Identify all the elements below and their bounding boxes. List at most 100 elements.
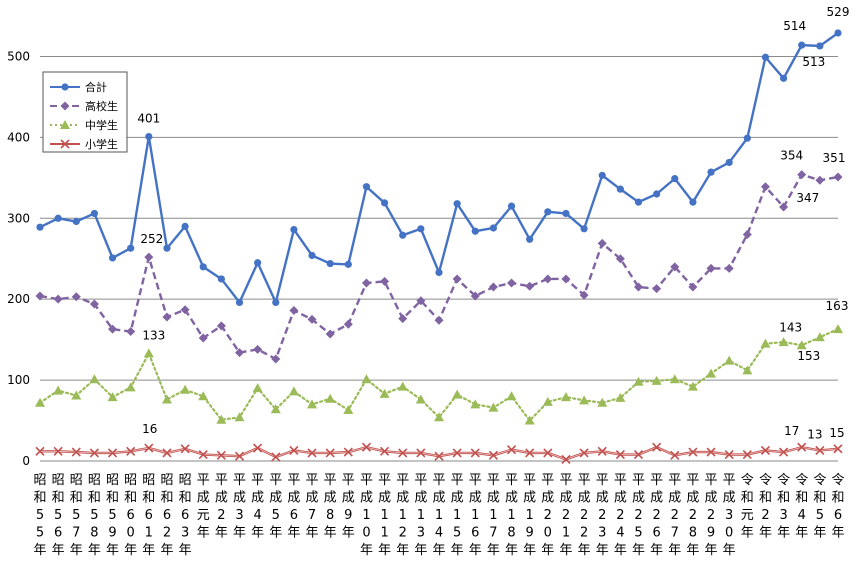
data-point bbox=[343, 319, 353, 329]
data-point bbox=[779, 447, 789, 457]
data-label: 133 bbox=[142, 328, 165, 342]
data-point bbox=[579, 290, 589, 300]
data-point bbox=[797, 442, 807, 452]
x-tick-label: 昭和 5 8 年 bbox=[88, 473, 101, 558]
data-point bbox=[35, 291, 45, 301]
data-point bbox=[724, 355, 735, 365]
data-point bbox=[416, 448, 426, 458]
data-point bbox=[760, 445, 771, 456]
data-point bbox=[633, 449, 644, 460]
data-point bbox=[706, 263, 716, 273]
data-point bbox=[60, 120, 70, 129]
data-point bbox=[180, 384, 191, 394]
data-point bbox=[308, 251, 316, 260]
legend-box bbox=[42, 71, 128, 153]
x-tick-label: 平成 6 年 bbox=[287, 473, 300, 541]
data-point bbox=[162, 312, 172, 322]
x-tick-label: 平成 1 8 年 bbox=[505, 473, 518, 558]
x-tick-label: 平成 2 0 年 bbox=[541, 473, 554, 558]
data-point bbox=[597, 397, 608, 407]
data-point bbox=[615, 392, 626, 402]
legend-label: 高校生 bbox=[85, 99, 118, 113]
data-point bbox=[815, 445, 825, 456]
data-point bbox=[488, 282, 498, 292]
data-point bbox=[470, 448, 480, 458]
x-tick-label: 令和 6 年 bbox=[831, 473, 844, 541]
data-point bbox=[272, 298, 280, 307]
data-point bbox=[234, 451, 245, 461]
data-point bbox=[615, 449, 625, 460]
data-point bbox=[488, 450, 498, 460]
y-tick-label: 200 bbox=[7, 292, 30, 306]
data-point bbox=[161, 394, 172, 404]
data-point bbox=[633, 376, 644, 386]
data-point bbox=[779, 74, 788, 82]
data-point bbox=[561, 274, 571, 284]
data-label: 15 bbox=[829, 426, 844, 440]
data-label: 354 bbox=[780, 149, 803, 163]
data-point bbox=[399, 231, 407, 239]
data-point bbox=[452, 274, 462, 284]
data-label: 351 bbox=[823, 151, 846, 165]
data-point bbox=[162, 448, 172, 458]
x-tick-label: 平成 2 4 年 bbox=[614, 473, 627, 558]
data-point bbox=[180, 305, 190, 315]
data-point bbox=[108, 254, 117, 262]
data-point bbox=[671, 175, 679, 183]
series-高校生 bbox=[35, 170, 843, 364]
data-point bbox=[651, 375, 662, 385]
data-point bbox=[562, 209, 570, 218]
x-tick-label: 平成 8 年 bbox=[324, 473, 337, 541]
data-point bbox=[417, 225, 425, 233]
data-point bbox=[506, 391, 517, 401]
data-point bbox=[561, 454, 571, 464]
data-point bbox=[254, 259, 262, 267]
data-point bbox=[54, 214, 62, 222]
data-point bbox=[90, 209, 99, 218]
series-小学生 bbox=[35, 442, 843, 464]
data-point bbox=[35, 446, 45, 456]
data-point bbox=[525, 448, 535, 458]
x-tick-label: 平成 2 年 bbox=[215, 473, 228, 541]
data-point bbox=[543, 448, 553, 458]
x-tick-label: 平成 2 9 年 bbox=[705, 473, 718, 558]
data-point bbox=[434, 412, 444, 422]
data-point bbox=[833, 444, 843, 454]
data-point bbox=[181, 222, 189, 230]
data-point bbox=[434, 315, 444, 325]
data-point bbox=[145, 132, 153, 141]
y-axis-ticks: 0 100 200 300 400 500 bbox=[7, 49, 30, 468]
data-point bbox=[543, 274, 553, 284]
data-point bbox=[60, 101, 70, 111]
series-中学生 bbox=[35, 324, 843, 425]
y-tick-label: 500 bbox=[7, 49, 30, 63]
data-point bbox=[344, 260, 352, 268]
x-tick-label: 昭和 6 3 年 bbox=[179, 473, 192, 558]
data-point bbox=[36, 223, 44, 231]
x-tick-label: 昭和 6 0 年 bbox=[124, 473, 137, 558]
data-point bbox=[652, 442, 662, 452]
data-point bbox=[724, 449, 734, 460]
data-point bbox=[380, 446, 390, 456]
data-point bbox=[107, 448, 118, 458]
data-point bbox=[271, 452, 281, 462]
x-tick-label: 平成 4 年 bbox=[251, 473, 264, 541]
x-tick-label: 昭和 5 5 年 bbox=[33, 473, 46, 558]
data-point bbox=[127, 244, 135, 252]
x-tick-label: 平成 1 0 年 bbox=[360, 473, 373, 558]
data-point bbox=[271, 354, 281, 364]
data-point bbox=[71, 447, 81, 457]
x-tick-label: 令和 4 年 bbox=[795, 473, 808, 541]
data-point bbox=[379, 388, 390, 398]
legend-label: 合計 bbox=[85, 80, 107, 94]
data-point bbox=[253, 443, 263, 453]
x-tick-label: 昭和 6 1 年 bbox=[142, 473, 155, 558]
data-point bbox=[216, 414, 227, 424]
data-point bbox=[325, 393, 336, 403]
x-tick-label: 平成 1 5 年 bbox=[451, 473, 464, 558]
data-point bbox=[489, 224, 498, 232]
x-tick-label: 平成 2 1 年 bbox=[559, 473, 572, 558]
data-point bbox=[524, 415, 535, 425]
data-point bbox=[343, 405, 354, 415]
